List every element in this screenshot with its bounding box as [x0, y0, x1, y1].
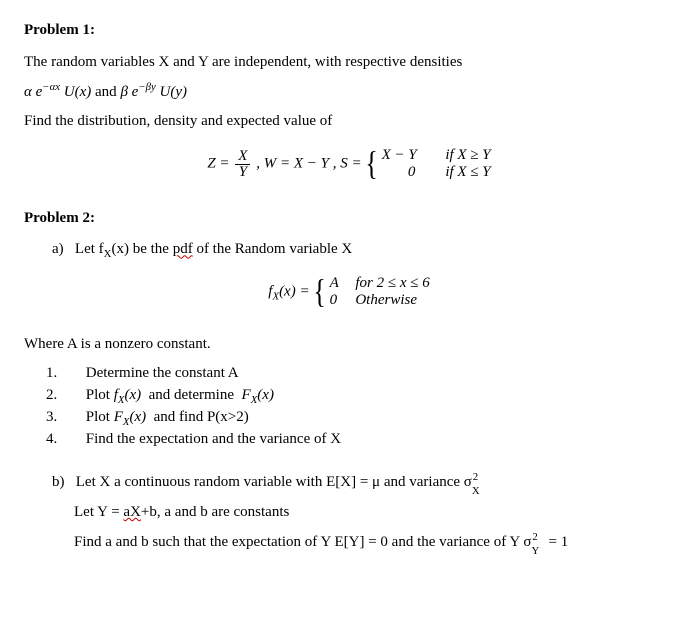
p2b-line3-sub: Y: [532, 545, 540, 557]
p2b-line2-ax: aX: [123, 504, 141, 520]
list-num-4: 4.: [64, 429, 82, 451]
dens-a-exp: −αx: [42, 81, 60, 93]
s-row2-cond: if X ≤ Y: [445, 164, 490, 180]
p2a-mid: (x) be the: [111, 241, 172, 257]
fx-row1-val: A: [330, 275, 352, 292]
problem2-part-b-line3: Find a and b such that the expectation o…: [74, 532, 674, 554]
list-item-1: 1. Determine the constant A: [64, 363, 674, 385]
problem1-heading: Problem 1:: [24, 20, 674, 42]
eq-z-fraction: X Y: [235, 149, 250, 180]
s-row2-val: 0: [382, 164, 442, 181]
list-item-2: 2. Plot fX(x) and determine FX(x): [64, 385, 674, 407]
p2b-line2-post: +b, a and b are constants: [141, 504, 289, 520]
p2a-pre: Let f: [75, 241, 104, 257]
fx-cases: A for 2 ≤ x ≤ 6 0 Otherwise: [330, 275, 430, 310]
list-num-1: 1.: [64, 363, 82, 385]
list-item-3: 3. Plot FX(x) and find P(x>2): [64, 407, 674, 429]
dens-a-tail: U(x): [60, 84, 91, 100]
eq-w: W = X − Y: [264, 156, 329, 172]
p2b-line3-tail: = 1: [545, 534, 568, 550]
problem2-where: Where A is a nonzero constant.: [24, 334, 674, 356]
p2b-line3-pre: Find a and b such that the expectation o…: [74, 534, 532, 550]
p2b-line1-pre: Let X a continuous random variable with …: [76, 474, 472, 490]
p2b-label: b): [52, 474, 65, 490]
fx-row1-cond: for 2 ≤ x ≤ 6: [355, 275, 429, 291]
problem1-intro: The random variables X and Y are indepen…: [24, 52, 674, 74]
fx-row2-val: 0: [330, 292, 352, 309]
problem1-equation: Z = X Y , W = X − Y , S = { X − Y if X ≥…: [24, 147, 674, 182]
eq-s-brace: {: [365, 147, 377, 181]
problem2-part-a: a) Let fX(x) be the pdf of the Random va…: [52, 239, 674, 261]
p2a-label: a): [52, 241, 64, 257]
problem1-densities: α e−αx U(x) and β e−βy U(y): [24, 82, 674, 104]
fx-brace: {: [313, 275, 325, 309]
p2b-line2-pre: Let Y =: [74, 504, 123, 520]
s-row1-val: X − Y: [382, 147, 442, 164]
list-text-2: Plot fX(x) and determine FX(x): [86, 387, 274, 403]
list-text-1: Determine the constant A: [86, 365, 239, 381]
list-text-3: Plot FX(x) and find P(x>2): [86, 409, 249, 425]
list-num-2: 2.: [64, 385, 82, 407]
p2b-line1-sub: X: [472, 485, 480, 497]
dens-b-tail: U(y): [156, 84, 187, 100]
densities-and: and: [95, 84, 120, 100]
list-item-4: 4. Find the expectation and the variance…: [64, 429, 674, 451]
problem2-fx-def: fX(x) = { A for 2 ≤ x ≤ 6 0 Otherwise: [24, 275, 674, 310]
problem2-heading: Problem 2:: [24, 208, 674, 230]
eq-s-lhs: S =: [340, 156, 365, 172]
p2a-post: of the Random variable X: [193, 241, 353, 257]
dens-b-coef: β e: [120, 84, 138, 100]
list-text-4: Find the expectation and the variance of…: [86, 431, 341, 447]
problem2-part-b: b) Let X a continuous random variable wi…: [52, 472, 674, 494]
fx-lhs-paren: (x) =: [279, 284, 313, 300]
dens-b-exp: −βy: [138, 81, 155, 93]
s-row1-cond: if X ≥ Y: [445, 147, 490, 163]
eq-z-lhs: Z =: [207, 156, 233, 172]
problem1-task: Find the distribution, density and expec…: [24, 111, 674, 133]
eq-z-frac-bot: Y: [235, 165, 250, 180]
eq-s-cases: X − Y if X ≥ Y 0 if X ≤ Y: [382, 147, 491, 182]
eq-sep1: ,: [256, 156, 264, 172]
eq-z-frac-top: X: [235, 149, 250, 165]
p2b-line3-sup: 2: [532, 531, 537, 543]
p2a-pdf-word: pdf: [173, 241, 193, 257]
problem2-part-b-line2: Let Y = aX+b, a and b are constants: [74, 502, 674, 524]
fx-row2-cond: Otherwise: [355, 292, 417, 308]
p2b-line1-sup: 2: [473, 471, 478, 483]
list-num-3: 3.: [64, 407, 82, 429]
dens-a-coef: α e: [24, 84, 42, 100]
